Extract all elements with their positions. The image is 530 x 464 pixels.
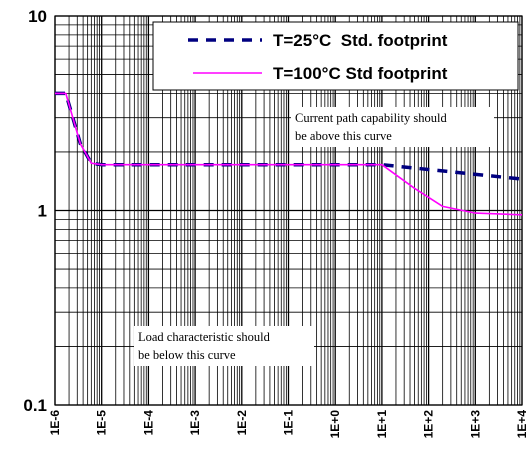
plot-frame — [54, 15, 523, 406]
legend-box — [152, 21, 519, 91]
annotation-lower: Load characteristic should be below this… — [134, 326, 314, 366]
x-tick-label: 1E+2 — [422, 410, 436, 439]
annotation-lower-line-1: Load characteristic should — [138, 330, 271, 344]
annotation-upper: Current path capability should be above … — [291, 107, 494, 147]
y-tick-label: 1 — [38, 202, 47, 221]
legend-label-25c: T=25°C Std. footprint — [273, 31, 448, 50]
series-line-100c — [55, 92, 523, 216]
y-tick-label: 0.1 — [23, 396, 47, 415]
x-tick-label: 1E-6 — [48, 410, 62, 436]
x-tick-label: 1E-4 — [141, 410, 155, 436]
x-tick-label: 1E+3 — [468, 410, 482, 439]
y-tick-label: 10 — [28, 7, 47, 26]
legend-label-100c: T=100°C Std footprint — [273, 64, 448, 83]
annotation-lower-line-2: be below this curve — [138, 348, 236, 362]
x-tick-labels: 1E-6 1E-5 1E-4 1E-3 1E-2 1E-1 1E+0 1E+1 1E+2 1E+3… — [48, 410, 529, 439]
annotation-lower-box — [134, 326, 314, 366]
annotation-upper-box — [291, 107, 494, 147]
legend: T=25°C Std. footprint T=100°C Std footpr… — [152, 21, 519, 91]
annotation-upper-line-2: be above this curve — [295, 129, 392, 143]
series-layer — [55, 91, 523, 216]
x-tick-label: 1E-5 — [95, 410, 109, 436]
x-tick-label: 1E-3 — [188, 410, 202, 436]
x-tick-label: 1E-2 — [235, 410, 249, 436]
x-tick-label: 1E+0 — [328, 410, 342, 439]
x-tick-label: 1E-1 — [282, 410, 296, 436]
x-tick-label: 1E+1 — [375, 410, 389, 439]
x-tick-label: 1E+4 — [515, 410, 529, 439]
annotation-upper-line-1: Current path capability should — [295, 111, 447, 125]
y-tick-labels: 10 1 0.1 — [23, 7, 47, 415]
